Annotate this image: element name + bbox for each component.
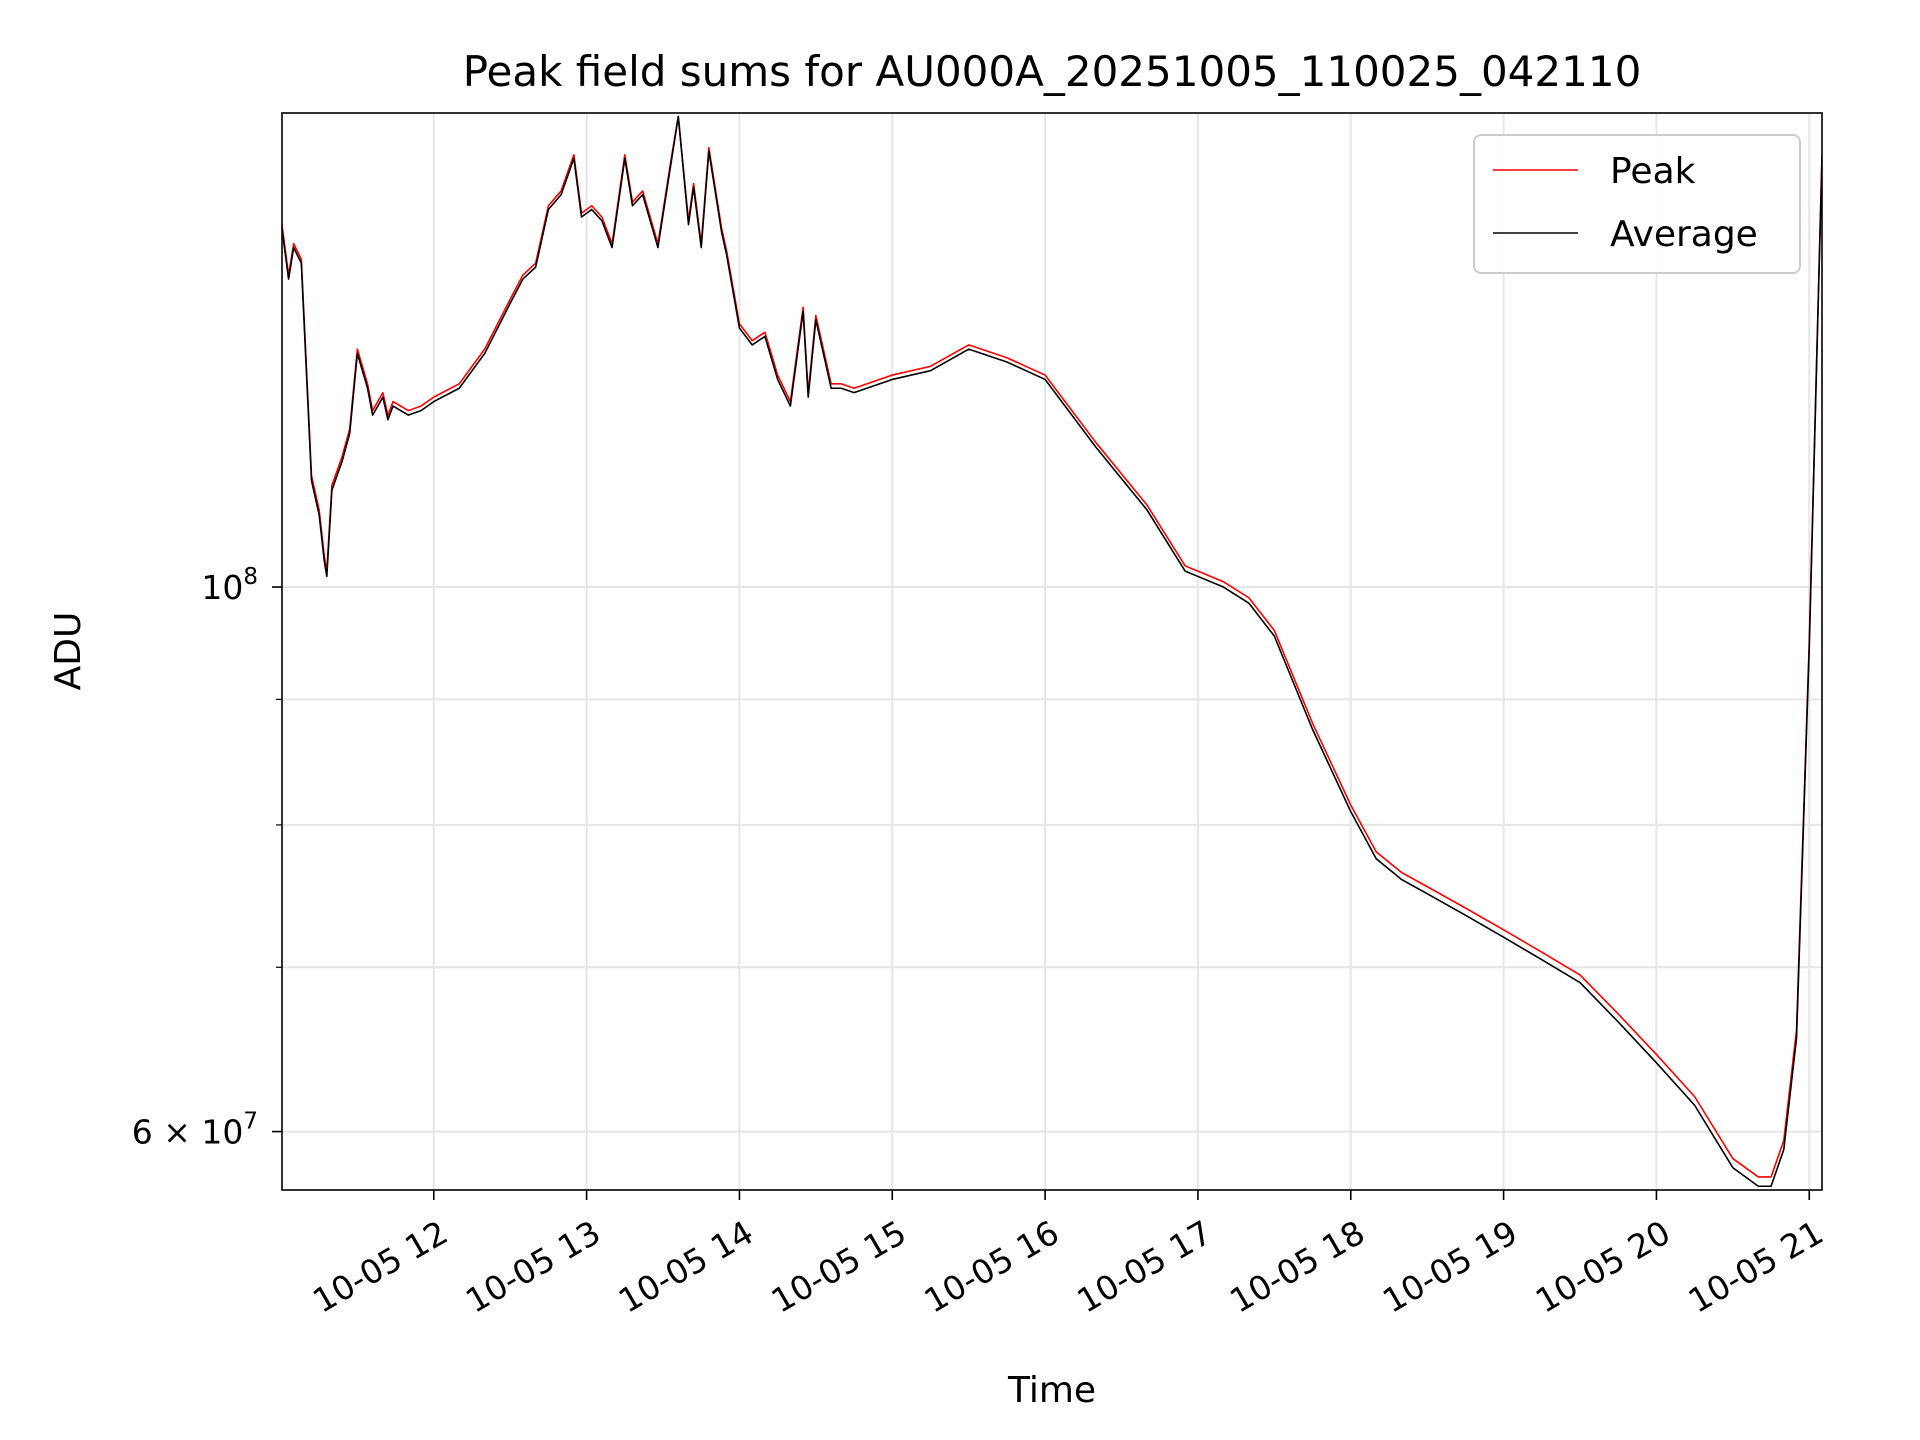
x-axis-label: Time xyxy=(1007,1370,1096,1411)
y-tick-labels: 108 6 × 107 xyxy=(132,564,258,1152)
chart-title: Peak field sums for AU000A_20251005_1100… xyxy=(463,47,1642,96)
series-line-average xyxy=(282,115,1822,1188)
y-tick-label: 108 xyxy=(201,564,258,607)
legend: Peak Average xyxy=(1473,134,1801,274)
axes-frame xyxy=(281,112,1823,1191)
y-tick-label: 6 × 107 xyxy=(132,1109,258,1152)
legend-label-peak: Peak xyxy=(1610,151,1696,192)
tick-marks xyxy=(272,586,1811,1200)
plot-lines xyxy=(282,115,1822,1188)
series-line-peak xyxy=(282,115,1822,1178)
y-axis-label: ADU xyxy=(48,612,89,691)
legend-label-average: Average xyxy=(1610,214,1758,255)
